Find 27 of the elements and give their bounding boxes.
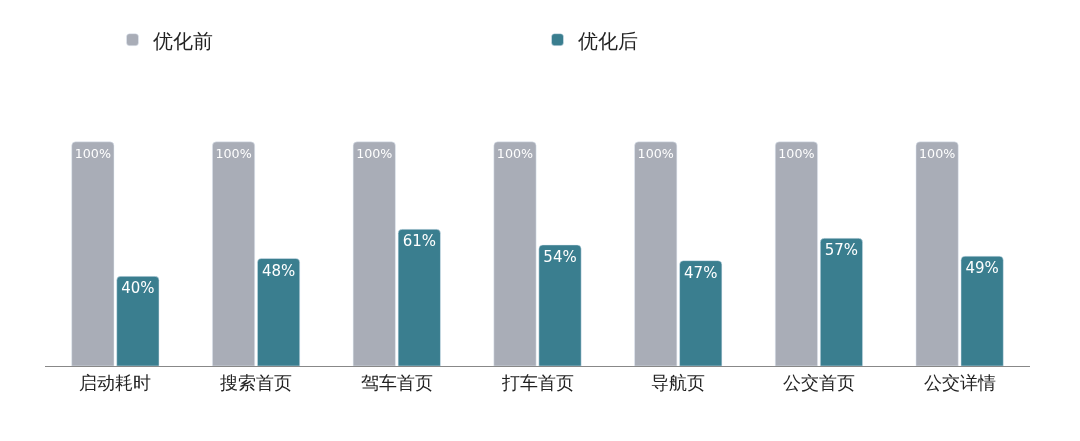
data-label: 100%: [74, 145, 111, 161]
legend-label: 优化前: [152, 28, 213, 53]
data-label: 49%: [965, 259, 999, 278]
data-label: 100%: [918, 145, 956, 161]
data-label: 57%: [824, 241, 859, 260]
x-tick-label: 公交首页: [782, 371, 855, 393]
x-tick-label: 公交详情: [923, 371, 996, 393]
data-label: 40%: [121, 279, 155, 298]
data-label: 48%: [261, 261, 296, 280]
data-label: 61%: [402, 232, 436, 251]
data-label: 100%: [778, 145, 815, 161]
x-tick-label: 导航页: [651, 371, 706, 393]
data-label: 100%: [637, 145, 674, 161]
bar: [775, 141, 818, 366]
data-label: 100%: [496, 145, 534, 161]
data-label: 54%: [543, 248, 577, 267]
bar: [257, 258, 300, 366]
data-label: 47%: [684, 263, 718, 282]
x-tick-label: 打车首页: [500, 371, 574, 393]
data-label: 100%: [215, 145, 252, 161]
x-tick-label: 启动耗时: [79, 371, 152, 393]
legend-label: 优化后: [577, 28, 638, 53]
bar: [820, 237, 863, 366]
x-tick-label: 驾车首页: [360, 371, 433, 393]
x-tick-label: 搜索首页: [220, 371, 293, 393]
bar: [212, 141, 255, 366]
data-label: 100%: [356, 145, 393, 161]
